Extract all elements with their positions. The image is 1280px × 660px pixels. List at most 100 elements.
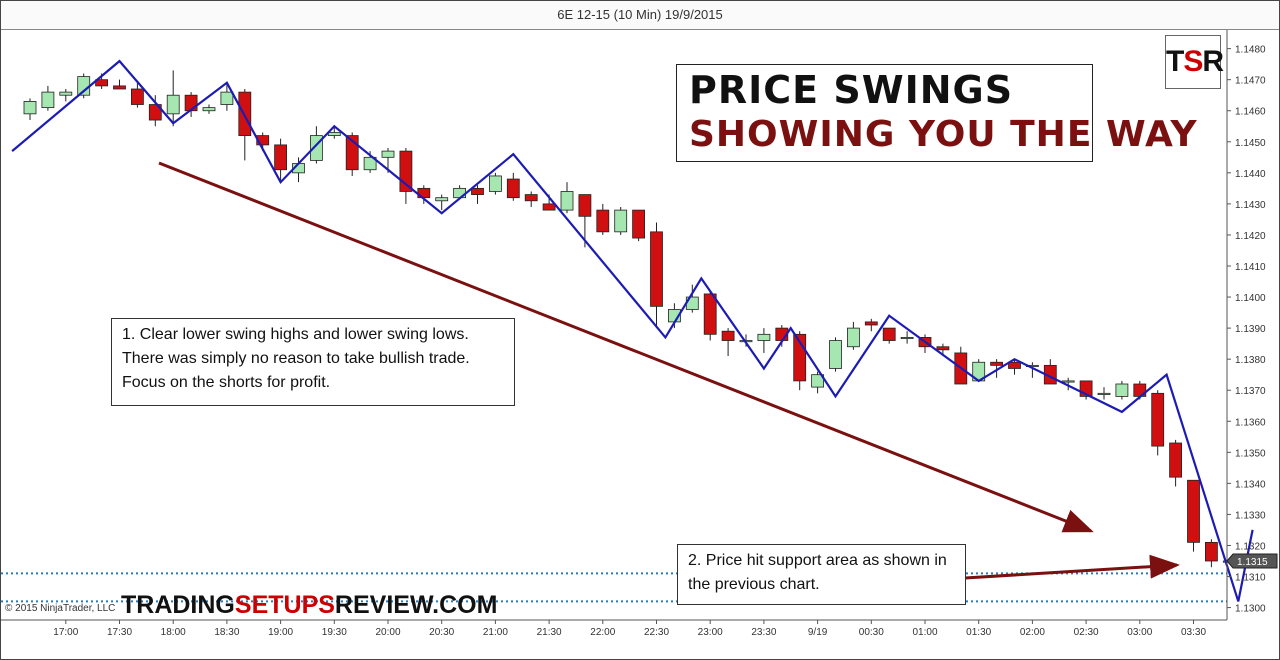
bear-candle	[274, 138, 288, 183]
y-tick-label: 1.1380	[1235, 355, 1266, 366]
candle-body	[95, 79, 108, 87]
bear-candle	[1043, 359, 1057, 385]
candle-body	[1061, 380, 1075, 383]
candle-body	[1169, 442, 1182, 478]
candle-body	[113, 85, 126, 90]
candle-body	[524, 194, 538, 202]
candle-body	[596, 209, 610, 233]
x-tick-label: 01:00	[912, 627, 937, 638]
bear-candle	[632, 209, 645, 242]
x-tick-label: 23:00	[698, 627, 723, 638]
bear-candle	[1169, 439, 1182, 487]
candle-body	[148, 104, 162, 121]
candle-body	[506, 178, 520, 199]
bear-candle	[130, 82, 144, 108]
y-tick-label: 1.1370	[1235, 386, 1266, 397]
bear-candle	[506, 172, 520, 201]
logo-s: S	[1183, 45, 1203, 78]
candle-body	[578, 194, 592, 217]
bear-candle	[113, 79, 126, 90]
brand-part1: TRADING	[121, 591, 235, 619]
support-arrow	[964, 554, 1180, 580]
candle-body	[274, 144, 288, 171]
x-tick-label: 22:00	[590, 627, 615, 638]
y-tick-label: 1.1460	[1235, 107, 1266, 118]
candle-body	[363, 156, 377, 171]
candle-body	[847, 327, 860, 348]
y-tick-label: 1.1330	[1235, 510, 1266, 521]
candle-body	[488, 175, 502, 192]
x-tick-label: 03:30	[1181, 627, 1206, 638]
bull-candle	[829, 337, 842, 372]
candle-body	[614, 209, 628, 233]
x-tick-label: 17:00	[53, 627, 78, 638]
bear-candle	[471, 185, 484, 204]
bull-candle	[166, 70, 180, 127]
y-tick-label: 1.1390	[1235, 324, 1266, 335]
bull-candle	[614, 207, 628, 235]
candle-body	[721, 330, 735, 341]
bear-candle	[1205, 539, 1218, 568]
bear-candle	[524, 191, 538, 207]
candle-body	[882, 327, 896, 341]
candle-body	[381, 150, 395, 158]
x-tick-label: 17:30	[107, 627, 132, 638]
bear-candle	[345, 132, 359, 176]
candle-body	[1205, 541, 1218, 562]
candle-body	[166, 94, 180, 115]
x-tick-label: 21:00	[483, 627, 508, 638]
x-tick-label: 01:30	[966, 627, 991, 638]
bull-candle	[560, 182, 574, 214]
bear-candle	[578, 194, 592, 248]
current-price-label: 1.1315	[1237, 557, 1268, 568]
bear-candle	[721, 328, 735, 357]
candle-body	[703, 293, 717, 335]
logo-r: R	[1202, 45, 1224, 78]
bull-candle	[1115, 380, 1129, 400]
x-tick-label: 20:00	[375, 627, 400, 638]
x-tick-label: 19:00	[268, 627, 293, 638]
current-price-tag	[1226, 553, 1278, 569]
candle-body	[1097, 392, 1111, 395]
brand-watermark: TRADINGSETUPSREVIEW.COM	[121, 591, 497, 620]
candle-body	[757, 333, 771, 341]
candle-body	[829, 340, 842, 369]
bull-candle	[59, 89, 73, 102]
y-tick-label: 1.1480	[1235, 45, 1266, 56]
candle-body	[23, 101, 37, 115]
y-tick-label: 1.1440	[1235, 169, 1266, 180]
bull-candle	[202, 104, 216, 114]
brand-part2: SETUPS	[234, 591, 335, 619]
annotation-note1: 1. Clear lower swing highs and lower swi…	[111, 318, 515, 406]
candle-body	[990, 361, 1003, 366]
bull-candle	[488, 172, 502, 195]
candle-body	[41, 91, 55, 109]
annotation-note2: 2. Price hit support area as shown in th…	[677, 544, 966, 605]
bull-candle	[41, 85, 55, 111]
bear-candle	[1151, 390, 1165, 456]
candle-body	[1008, 361, 1021, 369]
y-tick-label: 1.1340	[1235, 479, 1266, 490]
x-tick-label: 20:30	[429, 627, 454, 638]
x-tick-label: 21:30	[537, 627, 562, 638]
copyright-text: © 2015 NinjaTrader, LLC	[5, 603, 116, 614]
bull-candle	[435, 194, 449, 211]
bull-candle	[327, 126, 341, 139]
bull-candle	[23, 98, 37, 121]
candle-body	[864, 321, 878, 326]
x-tick-label: 00:30	[859, 627, 884, 638]
bear-candle	[1008, 359, 1021, 375]
bear-candle	[596, 203, 610, 235]
y-tick-label: 1.1450	[1235, 138, 1266, 149]
candle-body	[632, 209, 645, 239]
y-tick-label: 1.1350	[1235, 448, 1266, 459]
candle-body	[1115, 383, 1129, 397]
downtrend-arrow	[158, 161, 1094, 533]
bear-candle	[399, 148, 413, 204]
x-tick-label: 03:00	[1127, 627, 1152, 638]
candle-body	[220, 91, 234, 105]
brand-part3: REVIEW.COM	[334, 591, 498, 619]
swing-line	[11, 59, 1254, 602]
candle-body	[1151, 392, 1165, 447]
